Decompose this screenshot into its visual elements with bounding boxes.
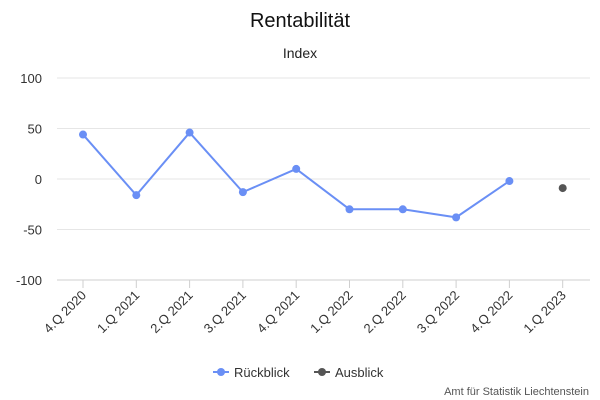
data-point[interactable] (398, 205, 407, 214)
legend-label[interactable]: Rückblick (234, 365, 290, 380)
data-point[interactable] (558, 184, 567, 193)
data-point[interactable] (185, 128, 194, 137)
series-line-0 (82, 131, 510, 219)
data-point[interactable] (345, 205, 354, 214)
x-axis: 4.Q 2020 1.Q 2021 2.Q 2021 3.Q 2021 4.Q 2021… (41, 280, 569, 336)
y-tick-label: 50 (28, 122, 42, 137)
x-tick-label: 1.Q 2022 (307, 288, 355, 336)
gridlines (57, 77, 590, 281)
x-tick-label: 2.Q 2022 (360, 288, 408, 336)
y-axis: -100 -50 0 50 100 (16, 71, 42, 288)
x-tick-label: 3.Q 2021 (201, 288, 249, 336)
x-tick-label: 1.Q 2023 (520, 288, 568, 336)
chart-title: Rentabilität (250, 10, 351, 32)
x-tick-label: 2.Q 2021 (147, 288, 195, 336)
y-tick-label: 0 (35, 172, 42, 187)
x-tick-label: 4.Q 2022 (467, 288, 515, 336)
data-point[interactable] (505, 177, 514, 186)
legend[interactable]: Rückblick Ausblick (213, 365, 384, 380)
data-point[interactable] (132, 191, 141, 200)
data-point[interactable] (238, 188, 247, 197)
x-tick-label: 3.Q 2022 (414, 288, 462, 336)
y-tick-label: 100 (20, 71, 42, 86)
y-tick-label: -100 (16, 273, 42, 288)
y-tick-label: -50 (23, 223, 42, 238)
legend-swatch-marker[interactable] (318, 368, 326, 376)
credit-text[interactable]: Amt für Statistik Liechtenstein (444, 386, 589, 398)
x-tick-label: 4.Q 2020 (41, 288, 89, 336)
data-point[interactable] (79, 130, 87, 139)
data-point[interactable] (452, 213, 461, 222)
x-tick-label: 1.Q 2021 (94, 288, 142, 336)
legend-label[interactable]: Ausblick (335, 365, 384, 380)
x-tick-label: 4.Q 2021 (254, 288, 302, 336)
chart-subtitle: Index (283, 45, 317, 61)
series-layer (79, 128, 567, 222)
data-point[interactable] (292, 164, 301, 173)
legend-swatch-marker[interactable] (217, 368, 225, 376)
